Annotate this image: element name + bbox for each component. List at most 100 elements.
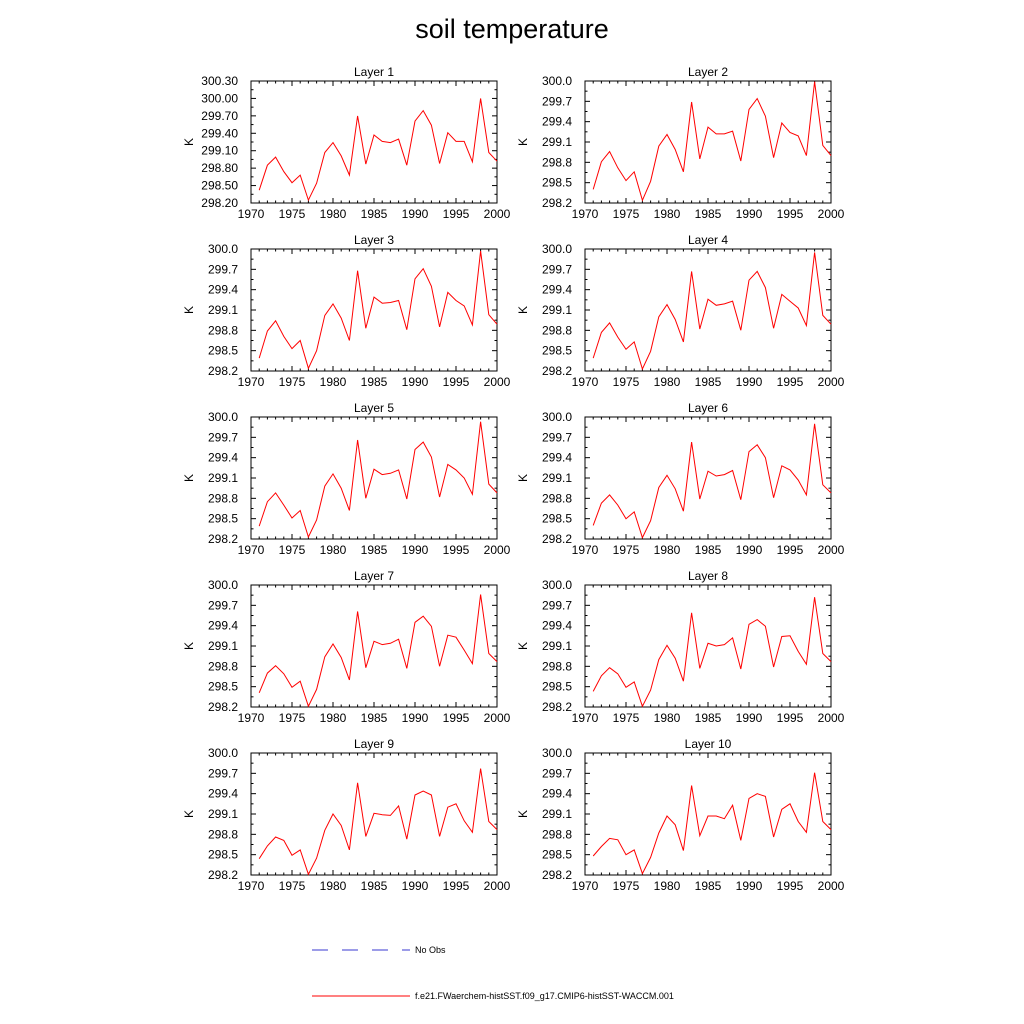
x-tick-label: 1990 (736, 711, 763, 725)
x-tick-label: 1990 (736, 543, 763, 557)
panel-layer-6: Layer 6 K 1970 1975 1980 1985 1990 1995 2000 298.… (516, 401, 845, 557)
series-line (258, 594, 498, 708)
x-tick-label: 1975 (613, 879, 640, 893)
y-tick-label: 298.2 (542, 868, 572, 882)
x-tick-label: 1970 (238, 543, 265, 557)
y-tick-label: 298.2 (542, 700, 572, 714)
y-tick-label: 299.7 (542, 598, 572, 612)
y-tick-label: 300.0 (542, 746, 572, 760)
y-tick-label: 299.10 (201, 144, 238, 158)
panel-title: Layer 4 (688, 233, 728, 247)
panel-title: Layer 5 (354, 401, 394, 415)
x-tick-label: 1985 (695, 375, 722, 389)
y-tick-label: 299.7 (208, 262, 238, 276)
series-line (592, 423, 832, 539)
y-tick-label: 300.0 (208, 242, 238, 256)
x-tick-label: 1970 (572, 711, 599, 725)
y-tick-label: 298.2 (542, 532, 572, 546)
y-tick-label: 298.2 (208, 532, 238, 546)
x-tick-label: 1985 (361, 879, 388, 893)
x-tick-label: 1975 (279, 375, 306, 389)
x-tick-label: 2000 (818, 207, 845, 221)
y-tick-label: 299.1 (542, 303, 572, 317)
y-tick-label: 299.1 (542, 807, 572, 821)
panel-layer-5: Layer 5 K 1970 1975 1980 1985 1990 1995 2000 298.… (182, 401, 511, 557)
y-tick-label: 298.8 (542, 659, 572, 673)
y-tick-label: 299.4 (208, 451, 238, 465)
y-tick-label: 298.8 (542, 827, 572, 841)
x-tick-label: 1980 (654, 543, 681, 557)
y-tick-label: 299.70 (201, 109, 238, 123)
x-tick-label: 1980 (654, 711, 681, 725)
y-tick-label: 299.4 (542, 451, 572, 465)
y-tick-label: 300.0 (208, 410, 238, 424)
y-tick-label: 299.1 (542, 135, 572, 149)
plot-frame (584, 80, 832, 204)
series-line (258, 768, 498, 876)
plot-frame (250, 248, 498, 372)
y-tick-label: 299.1 (208, 807, 238, 821)
y-tick-label: 299.4 (542, 283, 572, 297)
plot-frame (250, 584, 498, 708)
y-tick-label: 299.7 (542, 94, 572, 108)
x-tick-label: 1990 (402, 879, 429, 893)
y-tick-label: 299.1 (208, 471, 238, 485)
x-tick-label: 2000 (484, 711, 511, 725)
plot-frame (250, 416, 498, 540)
x-tick-label: 2000 (818, 879, 845, 893)
y-tick-label: 298.8 (542, 155, 572, 169)
panel-layer-7: Layer 7 K 1970 1975 1980 1985 1990 1995 2000 298.… (182, 569, 511, 725)
y-tick-label: 300.0 (208, 578, 238, 592)
plot-frame (250, 80, 498, 204)
y-tick-label: 298.8 (208, 827, 238, 841)
panel-title: Layer 3 (354, 233, 394, 247)
y-axis-label: K (182, 810, 196, 818)
x-tick-label: 1985 (361, 543, 388, 557)
x-tick-label: 1990 (402, 207, 429, 221)
x-tick-label: 1970 (572, 207, 599, 221)
x-tick-label: 1995 (443, 375, 470, 389)
x-tick-label: 1990 (736, 879, 763, 893)
series-line (592, 772, 832, 875)
panel-title: Layer 2 (688, 65, 728, 79)
y-tick-label: 298.2 (208, 364, 238, 378)
x-tick-label: 1980 (320, 375, 347, 389)
x-tick-label: 1980 (654, 207, 681, 221)
y-tick-label: 298.50 (201, 179, 238, 193)
x-tick-label: 1970 (238, 711, 265, 725)
series-line (258, 421, 498, 539)
y-axis-label: K (516, 138, 530, 146)
y-tick-label: 298.2 (208, 700, 238, 714)
panel-title: Layer 9 (354, 737, 394, 751)
y-tick-label: 298.80 (201, 161, 238, 175)
series-line (258, 98, 498, 202)
x-tick-label: 2000 (484, 543, 511, 557)
y-tick-label: 298.5 (208, 848, 238, 862)
y-tick-label: 299.7 (542, 766, 572, 780)
x-tick-label: 1995 (777, 711, 804, 725)
y-tick-label: 299.7 (208, 430, 238, 444)
y-tick-label: 298.5 (542, 344, 572, 358)
x-tick-label: 2000 (484, 375, 511, 389)
y-axis-label: K (182, 138, 196, 146)
y-tick-label: 299.1 (208, 303, 238, 317)
x-tick-label: 1985 (361, 711, 388, 725)
y-axis-label: K (516, 642, 530, 650)
x-tick-label: 1990 (402, 543, 429, 557)
y-axis-label: K (516, 306, 530, 314)
y-tick-label: 299.4 (542, 115, 572, 129)
panel-layer-2: Layer 2 K 1970 1975 1980 1985 1990 1995 2000 298.… (516, 65, 845, 221)
y-tick-label: 300.0 (542, 242, 572, 256)
y-tick-label: 299.1 (542, 471, 572, 485)
x-tick-label: 1995 (443, 879, 470, 893)
y-tick-label: 298.5 (542, 680, 572, 694)
x-tick-label: 1980 (654, 879, 681, 893)
series-line (592, 81, 832, 202)
y-tick-label: 299.4 (208, 787, 238, 801)
y-tick-label: 299.7 (208, 766, 238, 780)
x-tick-label: 1980 (654, 375, 681, 389)
x-tick-label: 1990 (736, 375, 763, 389)
x-tick-label: 1995 (443, 207, 470, 221)
y-tick-label: 300.00 (201, 91, 238, 105)
x-tick-label: 1970 (572, 543, 599, 557)
